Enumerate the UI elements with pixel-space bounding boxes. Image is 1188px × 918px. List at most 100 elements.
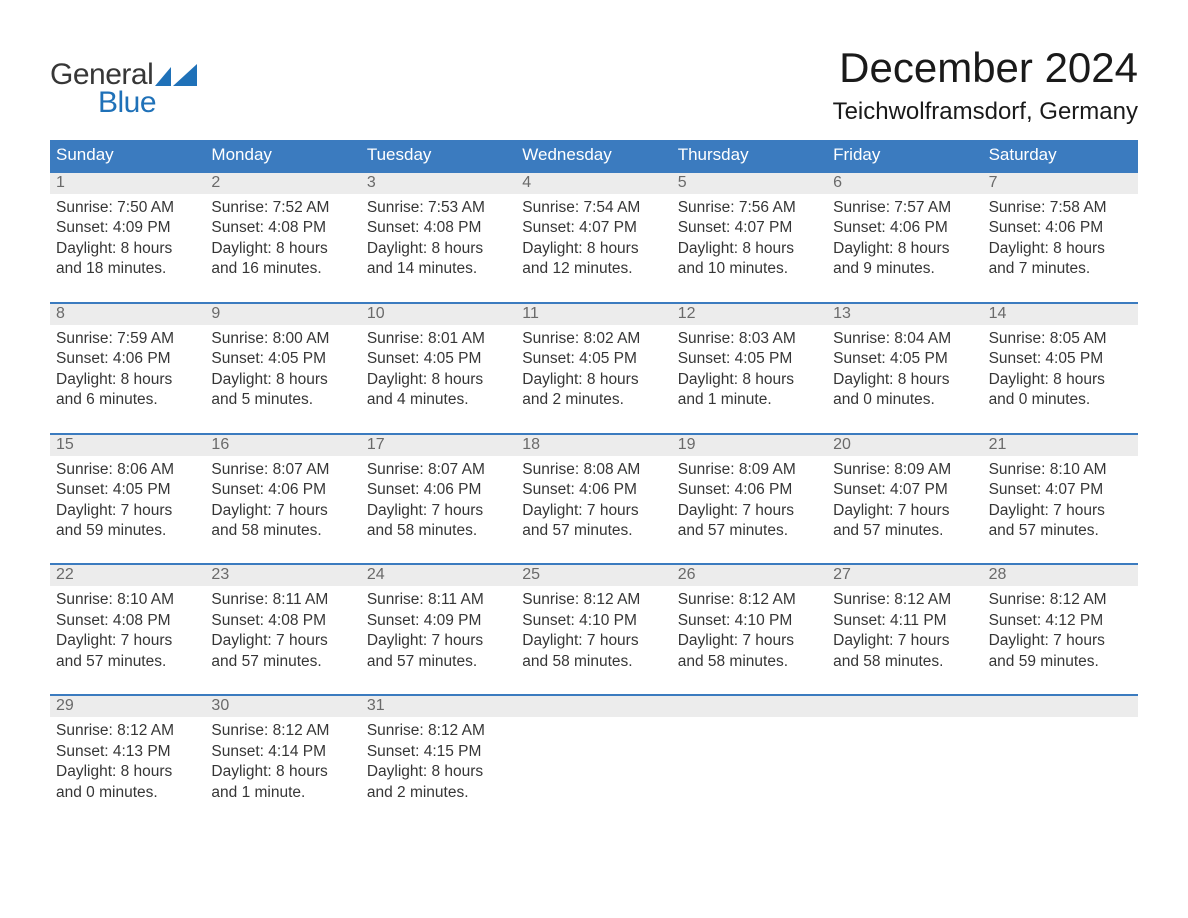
- day-number: 19: [672, 435, 827, 456]
- day-cell: Sunrise: 8:11 AMSunset: 4:08 PMDaylight:…: [205, 586, 360, 676]
- sunrise-text: Sunrise: 7:50 AM: [56, 198, 199, 218]
- daylight-text-line2: and 57 minutes.: [989, 521, 1132, 541]
- title-block: December 2024 Teichwolframsdorf, Germany: [833, 40, 1138, 126]
- day-cell: Sunrise: 7:53 AMSunset: 4:08 PMDaylight:…: [361, 194, 516, 284]
- sunrise-text: Sunrise: 8:02 AM: [522, 329, 665, 349]
- calendar-page: General Blue December 2024 Teichwolframs…: [0, 0, 1188, 807]
- day-cell: Sunrise: 7:56 AMSunset: 4:07 PMDaylight:…: [672, 194, 827, 284]
- sunset-text: Sunset: 4:05 PM: [678, 349, 821, 369]
- sunrise-text: Sunrise: 8:07 AM: [367, 460, 510, 480]
- daylight-text-line2: and 12 minutes.: [522, 259, 665, 279]
- day-number: 6: [827, 173, 982, 194]
- daylight-text-line2: and 59 minutes.: [989, 652, 1132, 672]
- day-number: 4: [516, 173, 671, 194]
- day-cell: [827, 717, 982, 807]
- day-number-row: 1234567: [50, 173, 1138, 194]
- day-number: 29: [50, 696, 205, 717]
- daylight-text-line1: Daylight: 8 hours: [367, 370, 510, 390]
- sunrise-text: Sunrise: 7:53 AM: [367, 198, 510, 218]
- daylight-text-line2: and 9 minutes.: [833, 259, 976, 279]
- day-number: 14: [983, 304, 1138, 325]
- sunrise-text: Sunrise: 8:11 AM: [211, 590, 354, 610]
- daylight-text-line1: Daylight: 7 hours: [56, 501, 199, 521]
- sunrise-text: Sunrise: 8:10 AM: [989, 460, 1132, 480]
- sunset-text: Sunset: 4:05 PM: [367, 349, 510, 369]
- day-number-row: 15161718192021: [50, 435, 1138, 456]
- sunset-text: Sunset: 4:07 PM: [678, 218, 821, 238]
- day-body-row: Sunrise: 8:12 AMSunset: 4:13 PM Daylight:…: [50, 717, 1138, 807]
- day-number: [516, 696, 671, 717]
- sunset-text: Sunset: 4:10 PM: [522, 611, 665, 631]
- daylight-text-line2: and 0 minutes.: [989, 390, 1132, 410]
- sunset-text: Sunset: 4:07 PM: [989, 480, 1132, 500]
- day-cell: Sunrise: 8:03 AMSunset: 4:05 PMDaylight:…: [672, 325, 827, 415]
- daylight-text-line2: and 6 minutes.: [56, 390, 199, 410]
- day-number: 24: [361, 565, 516, 586]
- daylight-text-line2: and 57 minutes.: [56, 652, 199, 672]
- day-cell: Sunrise: 8:12 AMSunset: 4:11 PMDaylight:…: [827, 586, 982, 676]
- day-number: 31: [361, 696, 516, 717]
- daylight-text-line2: and 18 minutes.: [56, 259, 199, 279]
- day-cell: Sunrise: 7:50 AMSunset: 4:09 PMDaylight:…: [50, 194, 205, 284]
- day-number: 26: [672, 565, 827, 586]
- day-number: 9: [205, 304, 360, 325]
- sunrise-text: Sunrise: 8:12 AM: [56, 721, 199, 741]
- daylight-text-line1: Daylight: 8 hours: [989, 239, 1132, 259]
- day-number: 10: [361, 304, 516, 325]
- daylight-text-line1: Daylight: 7 hours: [989, 501, 1132, 521]
- daylight-text-line1: Daylight: 7 hours: [522, 501, 665, 521]
- logo-flag-icon: [155, 62, 197, 84]
- calendar-week: 891011121314Sunrise: 7:59 AMSunset: 4:06…: [50, 302, 1138, 415]
- daylight-text-line1: Daylight: 8 hours: [367, 239, 510, 259]
- day-cell: Sunrise: 8:05 AMSunset: 4:05 PMDaylight:…: [983, 325, 1138, 415]
- sunrise-text: Sunrise: 7:57 AM: [833, 198, 976, 218]
- calendar-week: 1234567Sunrise: 7:50 AMSunset: 4:09 PMDa…: [50, 171, 1138, 284]
- day-number: 22: [50, 565, 205, 586]
- sunset-text: Sunset: 4:13 PM: [56, 742, 199, 762]
- sunset-text: Sunset: 4:09 PM: [56, 218, 199, 238]
- weekday-thursday: Thursday: [672, 140, 827, 171]
- day-cell: [983, 717, 1138, 807]
- weekday-sunday: Sunday: [50, 140, 205, 171]
- sunrise-text: Sunrise: 7:58 AM: [989, 198, 1132, 218]
- day-number: 23: [205, 565, 360, 586]
- daylight-text-line1: Daylight: 8 hours: [211, 762, 354, 782]
- daylight-text-line1: Daylight: 7 hours: [367, 501, 510, 521]
- day-cell: Sunrise: 7:59 AMSunset: 4:06 PMDaylight:…: [50, 325, 205, 415]
- sunset-text: Sunset: 4:05 PM: [833, 349, 976, 369]
- daylight-text-line2: and 57 minutes.: [211, 652, 354, 672]
- sunrise-text: Sunrise: 8:07 AM: [211, 460, 354, 480]
- sunrise-text: Sunrise: 7:52 AM: [211, 198, 354, 218]
- sunset-text: Sunset: 4:08 PM: [367, 218, 510, 238]
- day-cell: Sunrise: 7:52 AMSunset: 4:08 PMDaylight:…: [205, 194, 360, 284]
- sunrise-text: Sunrise: 8:12 AM: [989, 590, 1132, 610]
- day-cell: Sunrise: 8:12 AMSunset: 4:10 PMDaylight:…: [672, 586, 827, 676]
- daylight-text-line1: Daylight: 8 hours: [367, 762, 510, 782]
- daylight-text-line1: Daylight: 7 hours: [833, 501, 976, 521]
- sunset-text: Sunset: 4:08 PM: [211, 611, 354, 631]
- daylight-text-line1: Daylight: 7 hours: [56, 631, 199, 651]
- day-cell: Sunrise: 7:58 AMSunset: 4:06 PMDaylight:…: [983, 194, 1138, 284]
- day-cell: Sunrise: 8:00 AMSunset: 4:05 PMDaylight:…: [205, 325, 360, 415]
- calendar-grid: Sunday Monday Tuesday Wednesday Thursday…: [50, 140, 1138, 807]
- day-number: 8: [50, 304, 205, 325]
- daylight-text-line2: and 5 minutes.: [211, 390, 354, 410]
- day-cell: Sunrise: 8:11 AMSunset: 4:09 PMDaylight:…: [361, 586, 516, 676]
- sunrise-text: Sunrise: 7:56 AM: [678, 198, 821, 218]
- day-number: 30: [205, 696, 360, 717]
- daylight-text-line1: Daylight: 7 hours: [367, 631, 510, 651]
- daylight-text-line2: and 10 minutes.: [678, 259, 821, 279]
- sunset-text: Sunset: 4:07 PM: [522, 218, 665, 238]
- day-cell: Sunrise: 8:04 AMSunset: 4:05 PMDaylight:…: [827, 325, 982, 415]
- day-number: 20: [827, 435, 982, 456]
- day-number: 25: [516, 565, 671, 586]
- day-cell: Sunrise: 7:57 AMSunset: 4:06 PMDaylight:…: [827, 194, 982, 284]
- weekday-friday: Friday: [827, 140, 982, 171]
- daylight-text-line1: Daylight: 8 hours: [56, 370, 199, 390]
- sunrise-text: Sunrise: 8:12 AM: [678, 590, 821, 610]
- daylight-text-line1: Daylight: 8 hours: [678, 370, 821, 390]
- daylight-text-line1: Daylight: 7 hours: [678, 631, 821, 651]
- daylight-text-line2: and 57 minutes.: [367, 652, 510, 672]
- daylight-text-line1: Daylight: 8 hours: [989, 370, 1132, 390]
- sunrise-text: Sunrise: 8:12 AM: [833, 590, 976, 610]
